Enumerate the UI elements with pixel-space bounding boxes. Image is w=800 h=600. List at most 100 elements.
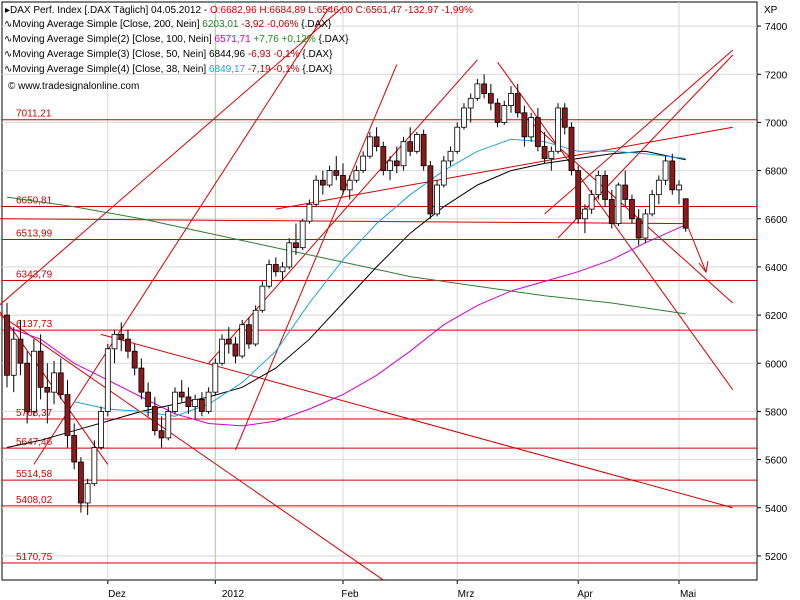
legend-ma-line: ∿Moving Average Simple(2) [Close, 100, N… [4, 34, 349, 45]
candle-body [622, 184, 629, 200]
candle-body [655, 179, 662, 196]
legend-ma-line: ∿Moving Average Simple(4) [Close, 38, Ne… [4, 64, 333, 75]
candle-body [582, 208, 588, 220]
y-unit-label: XP [764, 5, 778, 16]
moving-average-line [6, 150, 686, 448]
legend-main-title: ▸DAX Perf. Index [.DAX Täglich] 04.05.20… [5, 5, 210, 16]
candle-body [259, 285, 266, 311]
y-tick-label: 6200 [765, 311, 788, 322]
candle-body [4, 314, 10, 376]
candle-body [568, 126, 575, 171]
candle-body [514, 93, 521, 114]
legend-main-line: ▸DAX Perf. Index [.DAX Täglich] 04.05.20… [5, 5, 473, 16]
trend-line [275, 126, 733, 210]
y-tick-label: 6800 [765, 167, 788, 178]
candle-body [508, 93, 514, 106]
candle-body [131, 350, 138, 369]
x-tick-label: Dez [108, 589, 126, 600]
candle-body [44, 386, 51, 393]
candle-body [286, 242, 293, 268]
candle-body [91, 447, 98, 485]
x-tick-label: Mrz [458, 589, 475, 600]
legend-ma-label: ∿Moving Average Simple [Close, 200, Nein… [4, 19, 202, 30]
candle-body [400, 141, 407, 167]
level-label: 5647,46 [16, 437, 53, 448]
candle-body [595, 174, 602, 196]
candle-body [427, 165, 434, 215]
candle-body [198, 398, 205, 412]
trend-line [0, 218, 686, 225]
level-label: 5170,75 [16, 552, 53, 563]
level-label: 5514,58 [16, 469, 53, 480]
candle-body [474, 83, 481, 99]
candle-body [192, 398, 199, 407]
candle-body [219, 338, 225, 364]
level-label: 6513,99 [16, 228, 53, 239]
y-tick-label: 5400 [765, 504, 788, 515]
y-tick-label: 7000 [765, 118, 788, 129]
legend-ma-value: 6571,71 [215, 34, 254, 45]
legend-ma-suffix: {.DAX} [301, 19, 332, 30]
legend-ma-label: ∿Moving Average Simple(2) [Close, 100, N… [4, 34, 215, 45]
candle-body [366, 136, 373, 157]
level-label: 5408,02 [16, 495, 53, 506]
candle-body [138, 367, 145, 393]
candle-body [266, 264, 272, 287]
candle-body [178, 391, 185, 398]
candle-body [629, 199, 635, 220]
candle-body [434, 184, 440, 215]
x-tick-label: Apr [577, 589, 593, 600]
candle-body [98, 411, 104, 448]
candle-body [17, 338, 24, 364]
candle-body [78, 461, 84, 504]
trend-line [235, 64, 398, 451]
trend-line [0, 311, 109, 465]
candle-body [239, 324, 246, 357]
candle-body [649, 194, 656, 215]
candle-body [319, 179, 326, 186]
legend-ma-label: ∿Moving Average Simple(3) [Close, 50, Ne… [4, 49, 209, 60]
y-tick-label: 6400 [765, 263, 788, 274]
candle-body [602, 174, 608, 200]
candle-body [501, 105, 508, 123]
candle-body [10, 338, 17, 376]
candle-body [487, 93, 494, 104]
trend-line [0, 314, 384, 581]
trend-line [497, 61, 734, 391]
level-label: 6137,73 [16, 319, 53, 330]
candle-body [534, 117, 541, 147]
legend-ma-change: -6,93 -0,1% [248, 49, 302, 60]
candle-body [51, 372, 57, 393]
legend-ma-suffix: {.DAX} [302, 49, 333, 60]
candle-body [669, 160, 676, 191]
candle-body [24, 362, 31, 412]
candle-body [467, 97, 474, 109]
legend-ma-change: +7,76 +0,12% [253, 34, 318, 45]
y-tick-label: 5600 [765, 456, 788, 467]
candle-body [387, 160, 393, 171]
candle-body [104, 348, 111, 412]
candle-body [353, 170, 360, 181]
candle-body [360, 155, 367, 171]
projection-arrowhead [698, 260, 709, 274]
y-tick-label: 7200 [765, 70, 788, 81]
x-tick-label: Mai [680, 589, 696, 600]
plot-area [1, 1, 758, 581]
candle-body [272, 264, 279, 273]
candle-body [420, 134, 427, 167]
candle-body [64, 394, 71, 436]
candle-body [407, 141, 414, 152]
candle-body [30, 350, 37, 412]
moving-average-line [74, 138, 686, 417]
legend-ma-change: -7,19 -0,1% [248, 64, 302, 75]
legend-ma-label: ∿Moving Average Simple(4) [Close, 38, Ne… [4, 64, 209, 75]
candle-body [232, 343, 239, 357]
trend-line [0, 6, 344, 306]
candle-body [145, 391, 152, 407]
candle-body [440, 160, 447, 186]
legend-ma-line: ∿Moving Average Simple(3) [Close, 50, Ne… [4, 49, 333, 60]
candle-body [635, 218, 642, 239]
candle-body [306, 203, 313, 222]
x-tick-label: Feb [341, 589, 359, 600]
